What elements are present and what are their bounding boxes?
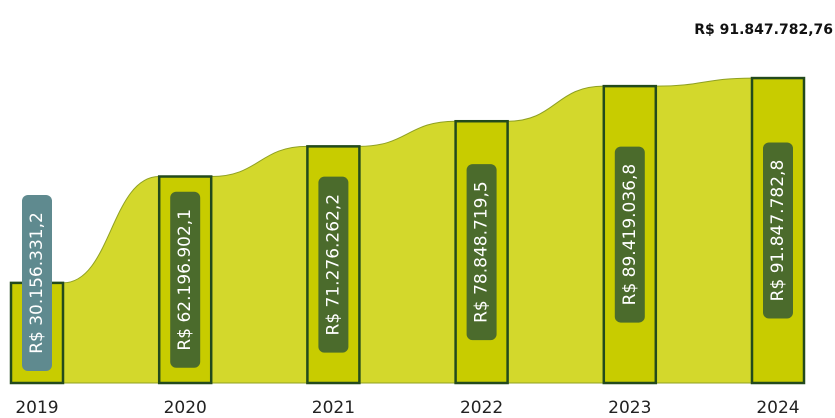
total-annotation: R$ 91.847.782,76 <box>694 22 833 38</box>
value-label-box <box>318 176 349 353</box>
value-label: R$ 30.156.331,2 <box>27 212 47 354</box>
value-label: R$ 91.847.782,8 <box>768 160 788 302</box>
value-label: R$ 71.276.262,2 <box>323 194 343 336</box>
value-label: R$ 89.419.036,8 <box>620 164 640 306</box>
value-label: R$ 62.196.902,1 <box>175 209 195 351</box>
value-label-box <box>170 191 201 368</box>
value-label-box <box>614 146 645 323</box>
value-label: R$ 78.848.719,5 <box>472 181 492 323</box>
x-tick-label: 2021 <box>312 398 355 418</box>
value-label-box <box>763 142 793 319</box>
x-tick-label: 2020 <box>164 398 207 418</box>
value-label-box <box>466 164 497 341</box>
value-label-box <box>22 195 52 371</box>
x-tick-label: 2019 <box>15 398 58 418</box>
x-tick-label: 2023 <box>608 398 651 418</box>
x-tick-label: 2022 <box>460 398 503 418</box>
area <box>10 77 805 384</box>
x-tick-label: 2024 <box>756 398 799 418</box>
